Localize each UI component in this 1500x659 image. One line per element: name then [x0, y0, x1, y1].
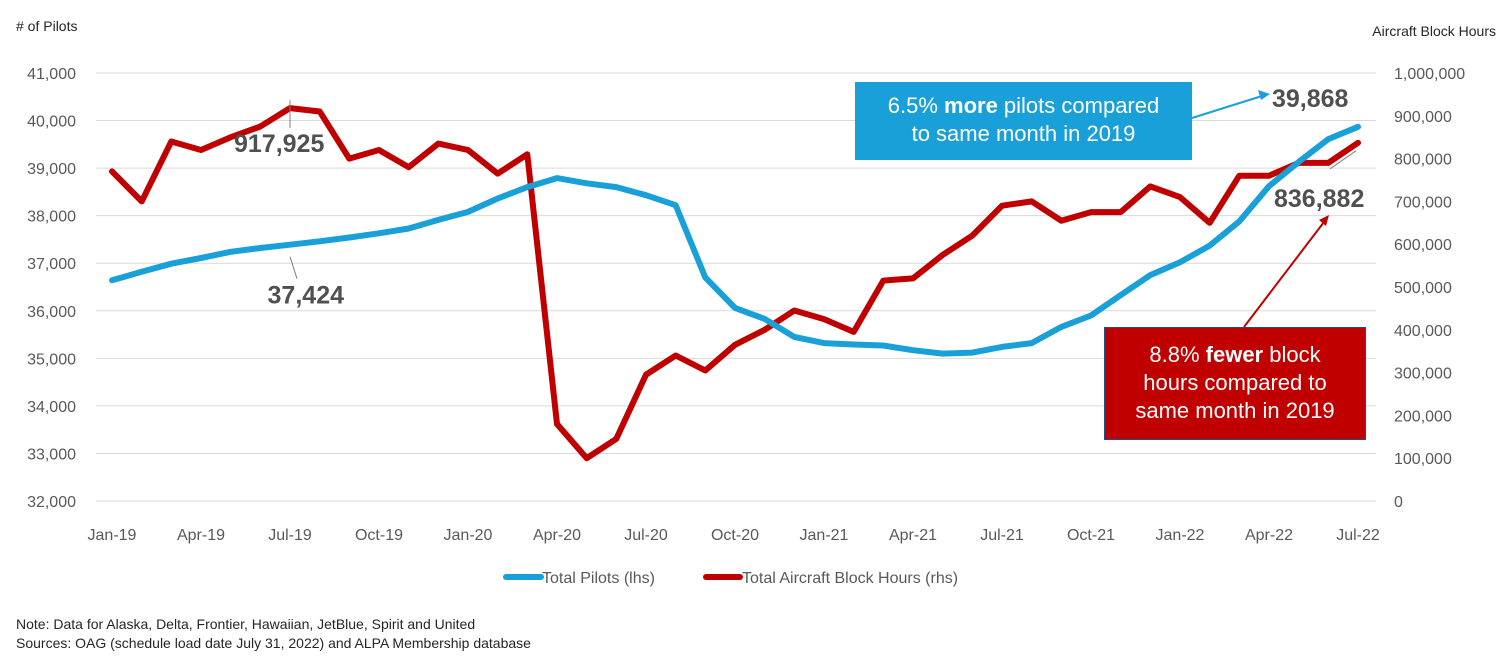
data-labels: 37,424 917,925 39,868 836,882	[234, 85, 1364, 310]
x-tick-label: Oct-19	[355, 527, 403, 544]
right-tick-label: 300,000	[1394, 366, 1452, 383]
x-tick-label: Jul-22	[1336, 527, 1380, 544]
hours-callout-line2: hours compared to	[1143, 370, 1327, 395]
pilots-callout-line2: to same month in 2019	[911, 121, 1136, 146]
x-axis-ticks: Jan-19 Apr-19 Jul-19 Oct-19 Jan-20 Apr-20 Jul-…	[88, 527, 1380, 544]
hours-callout-line1: 8.8% fewer block	[1149, 342, 1321, 367]
pilots-arrow-head	[1258, 90, 1270, 100]
left-tick-label: 39,000	[27, 161, 76, 178]
right-tick-label: 400,000	[1394, 323, 1452, 340]
x-tick-label: Jul-20	[624, 527, 668, 544]
hours-arrow-head	[1319, 215, 1329, 226]
pilots-line	[109, 123, 1361, 357]
right-tick-label: 0	[1394, 494, 1403, 511]
right-tick-label: 800,000	[1394, 152, 1452, 169]
data-note: Note: Data for Alaska, Delta, Frontier, …	[16, 616, 476, 632]
x-tick-label: Oct-20	[711, 527, 759, 544]
x-tick-label: Apr-19	[177, 527, 225, 544]
x-tick-label: Jul-19	[268, 527, 312, 544]
hours-callout-arrow	[1243, 221, 1325, 328]
pilots-callout-box: 6.5% more pilots compared to same month …	[855, 82, 1192, 160]
hours-jul19-label: 917,925	[234, 130, 324, 158]
right-axis-title: Aircraft Block Hours	[1372, 23, 1496, 39]
hours-jul22-label: 836,882	[1274, 185, 1364, 213]
x-tick-label: Jan-19	[88, 527, 137, 544]
left-axis-ticks: 32,000 33,000 34,000 35,000 36,000 37,000 38,0…	[27, 66, 76, 511]
leader-line	[289, 256, 298, 279]
x-tick-label: Jan-21	[800, 527, 849, 544]
left-tick-label: 36,000	[27, 304, 76, 321]
right-tick-label: 900,000	[1394, 109, 1452, 126]
right-tick-label: 200,000	[1394, 408, 1452, 425]
left-tick-label: 38,000	[27, 209, 76, 226]
x-tick-label: Oct-21	[1067, 527, 1115, 544]
label-leader-lines	[289, 90, 1357, 328]
x-tick-label: Jan-22	[1156, 527, 1205, 544]
leader-line	[1329, 150, 1357, 170]
right-tick-label: 100,000	[1394, 451, 1452, 468]
legend: Total Pilots (lhs) Total Aircraft Block H…	[503, 570, 958, 587]
left-tick-label: 37,000	[27, 256, 76, 273]
hours-callout-box: 8.8% fewer block hours compared to same …	[1104, 327, 1366, 440]
left-tick-label: 40,000	[27, 114, 76, 131]
x-tick-label: Apr-20	[533, 527, 581, 544]
x-tick-label: Jan-20	[444, 527, 493, 544]
pilots-jul19-label: 37,424	[268, 282, 345, 310]
left-axis-title: # of Pilots	[16, 18, 77, 34]
right-tick-label: 500,000	[1394, 280, 1452, 297]
hours-callout-line3: same month in 2019	[1135, 398, 1335, 423]
right-tick-label: 600,000	[1394, 237, 1452, 254]
legend-block-hours-label: Total Aircraft Block Hours (rhs)	[742, 570, 958, 587]
left-tick-label: 34,000	[27, 399, 76, 416]
pilots-callout-arrow	[1191, 95, 1263, 119]
legend-pilots-label: Total Pilots (lhs)	[542, 570, 655, 587]
left-tick-label: 32,000	[27, 494, 76, 511]
series-lines	[109, 105, 1361, 462]
x-tick-label: Apr-21	[889, 527, 937, 544]
right-tick-label: 700,000	[1394, 194, 1452, 211]
pilots-jul22-label: 39,868	[1272, 85, 1349, 113]
x-tick-label: Jul-21	[980, 527, 1024, 544]
left-tick-label: 41,000	[27, 66, 76, 83]
x-tick-label: Apr-22	[1245, 527, 1293, 544]
sources-note: Sources: OAG (schedule load date July 31…	[16, 635, 531, 651]
right-axis-ticks: 0 100,000 200,000 300,000 400,000 500,000 600,…	[1394, 66, 1465, 511]
right-tick-label: 1,000,000	[1394, 66, 1465, 83]
left-tick-label: 35,000	[27, 351, 76, 368]
pilots-callout-line1: 6.5% more pilots compared	[887, 93, 1160, 118]
block-hours-line	[109, 105, 1361, 462]
left-tick-label: 33,000	[27, 446, 76, 463]
